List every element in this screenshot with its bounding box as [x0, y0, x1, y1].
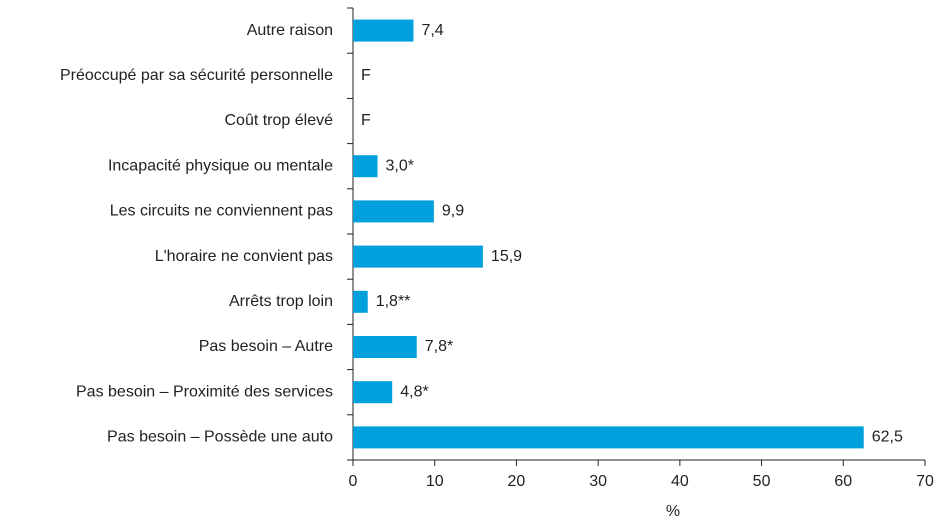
x-tick-label: 40: [671, 473, 689, 490]
x-tick-label: 70: [916, 473, 934, 490]
y-tick-label: Autre raison: [247, 22, 333, 39]
x-tick-label: 30: [589, 473, 607, 490]
value-label: 7,8*: [425, 338, 453, 355]
value-label: 3,0*: [386, 157, 414, 174]
bar: [353, 336, 417, 358]
x-tick-label: 50: [753, 473, 771, 490]
value-label: 1,8**: [376, 293, 411, 310]
bar: [353, 426, 864, 449]
y-tick-label: L'horaire ne convient pas: [155, 248, 333, 265]
bar: [353, 155, 378, 178]
value-label: F: [361, 112, 371, 129]
bar: [353, 200, 434, 223]
value-label: 4,8*: [400, 383, 428, 400]
value-label: 15,9: [491, 248, 522, 265]
x-tick-label: 60: [834, 473, 852, 490]
y-tick-label: Pas besoin – Proximité des services: [76, 383, 333, 400]
y-tick-label: Arrêts trop loin: [229, 293, 333, 310]
x-tick-label: 10: [426, 473, 444, 490]
y-tick-label: Pas besoin – Possède une auto: [107, 429, 333, 446]
x-tick-label: 0: [349, 473, 358, 490]
y-tick-label: Coût trop élevé: [224, 112, 333, 129]
bar: [353, 245, 483, 268]
bar: [353, 290, 368, 313]
x-axis-label: %: [666, 503, 680, 520]
bar: [353, 19, 414, 42]
value-label: 9,9: [442, 203, 464, 220]
y-tick-label: Incapacité physique ou mentale: [108, 157, 333, 174]
y-tick-label: Les circuits ne conviennent pas: [110, 203, 333, 220]
value-label: 7,4: [421, 22, 443, 39]
y-tick-label: Pas besoin – Autre: [199, 338, 333, 355]
x-tick-label: 20: [508, 473, 526, 490]
value-label: 62,5: [872, 429, 903, 446]
value-label: F: [361, 67, 371, 84]
bar: [353, 381, 393, 404]
y-tick-label: Préoccupé par sa sécurité personnelle: [60, 67, 333, 84]
